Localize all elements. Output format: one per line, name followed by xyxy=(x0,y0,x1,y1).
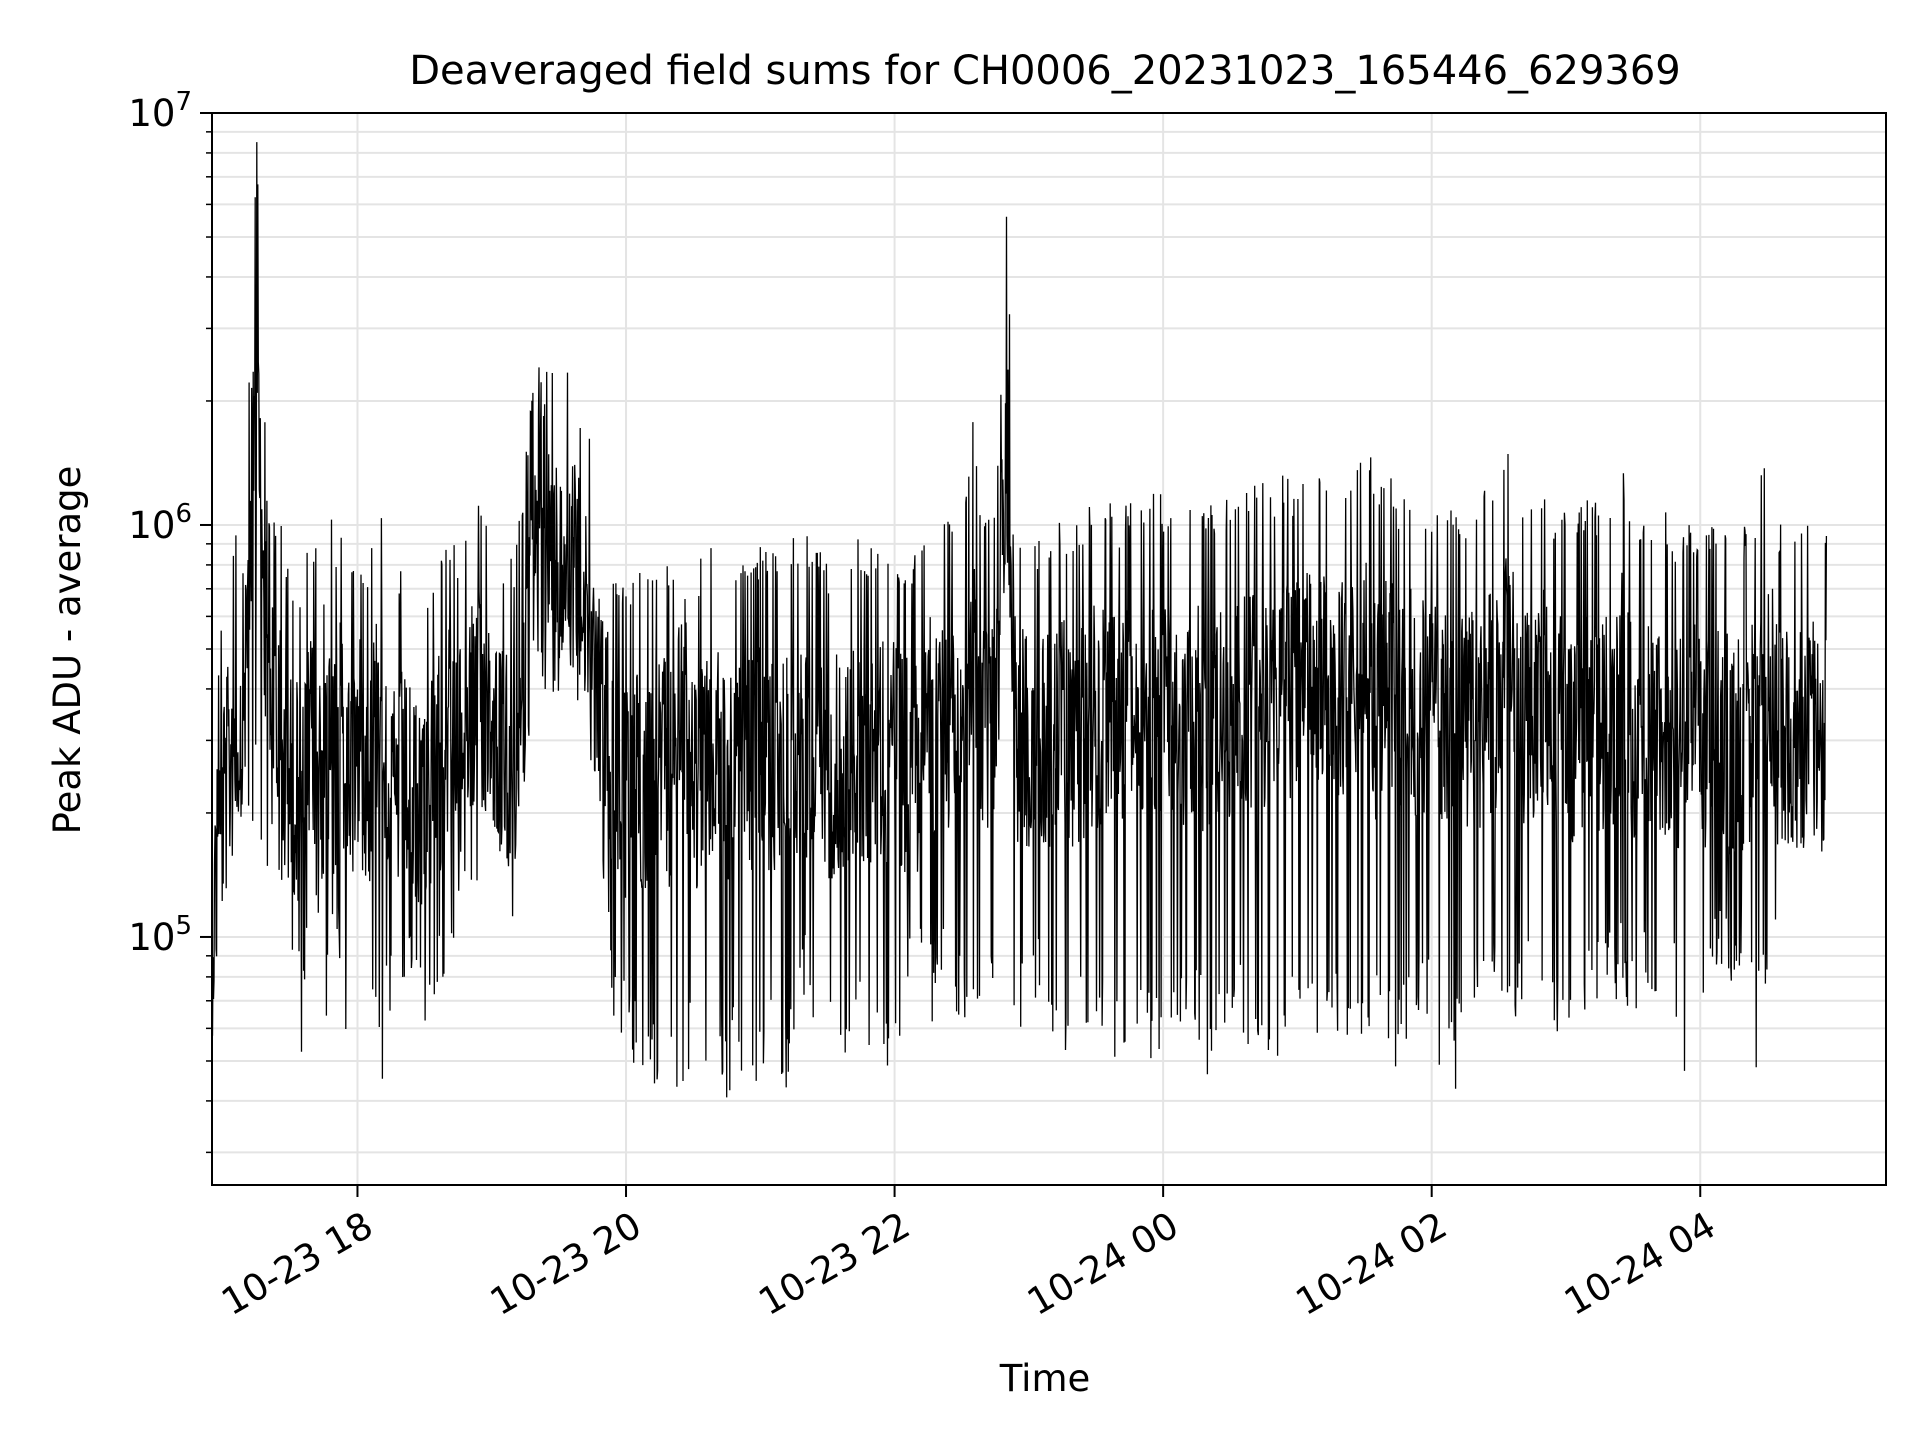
series-line xyxy=(211,142,1828,1098)
y-tick-label: 107 xyxy=(128,87,192,135)
y-tick-label: 105 xyxy=(128,911,192,959)
x-axis-label: Time xyxy=(999,1357,1091,1400)
y-tick-label: 106 xyxy=(128,499,192,547)
y-axis-label: Peak ADU - average xyxy=(46,466,89,835)
chart-title: Deaveraged field sums for CH0006_2023102… xyxy=(409,48,1681,94)
y-axis: 105 106 107 xyxy=(128,87,212,1154)
plot-area xyxy=(211,142,1828,1098)
